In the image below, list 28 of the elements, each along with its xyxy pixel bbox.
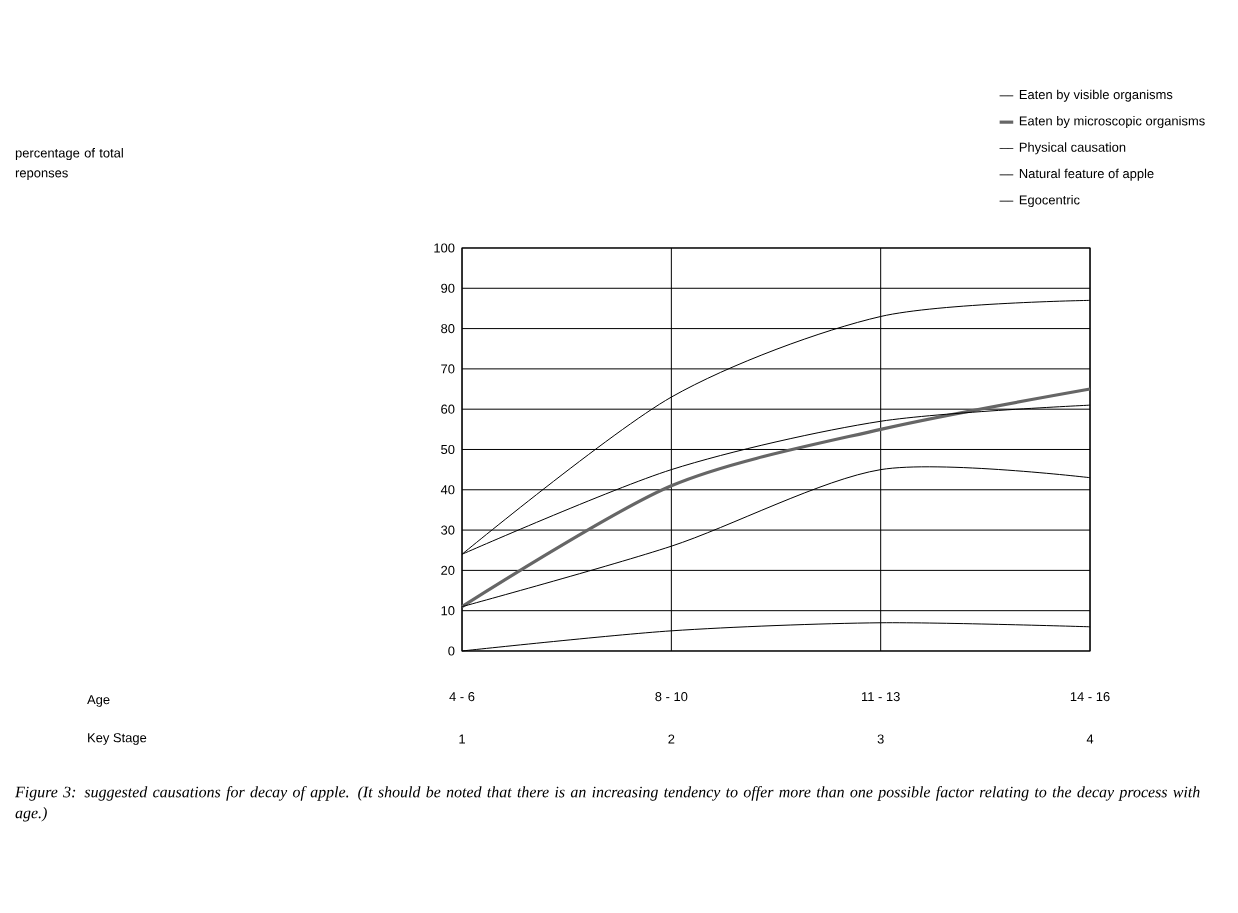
y-tick-label: 80 bbox=[441, 324, 455, 334]
y-tick-label: 20 bbox=[441, 565, 455, 575]
y-tick-label: 90 bbox=[441, 283, 455, 293]
text: 2 bbox=[668, 734, 675, 744]
x-tick-label: 4 - 6 bbox=[449, 692, 475, 702]
x-tick-label: 11 - 13 bbox=[862, 692, 900, 702]
text: Key Stage bbox=[88, 733, 147, 745]
y-tick-label: 30 bbox=[441, 525, 455, 535]
legend-label: Physical causation bbox=[1019, 142, 1126, 155]
x-tick-label: 14 - 16 bbox=[1070, 692, 1110, 702]
text: percentage of total reponses bbox=[15, 148, 123, 181]
legend-label: Natural feature of apple bbox=[1019, 168, 1154, 181]
y-tick-label: 60 bbox=[441, 404, 455, 414]
y-tick-label: 40 bbox=[440, 485, 455, 495]
y-tick-label: 70 bbox=[441, 364, 455, 374]
y-tick-label: 100 bbox=[434, 243, 455, 253]
text: Age bbox=[87, 695, 110, 707]
legend-label: Egocentric bbox=[1019, 195, 1080, 208]
x-tick-label: 8 - 10 bbox=[655, 692, 688, 702]
text: Figure 3: suggested causations for decay of apple. (It should be noted that there is an increasing tendency to offer more than one possible factor relating to the decay process with age.) bbox=[14, 786, 1200, 822]
y-tick-label: 50 bbox=[441, 444, 455, 455]
text: 4 bbox=[1086, 734, 1094, 744]
text: 3 bbox=[877, 734, 884, 744]
legend-label: Eaten by microscopic organisms bbox=[1019, 115, 1205, 129]
y-tick-label: 0 bbox=[448, 646, 455, 656]
text: 1 bbox=[459, 734, 465, 744]
legend-label: Eaten by visible organisms bbox=[1019, 89, 1173, 102]
y-tick-label: 10 bbox=[441, 606, 455, 616]
